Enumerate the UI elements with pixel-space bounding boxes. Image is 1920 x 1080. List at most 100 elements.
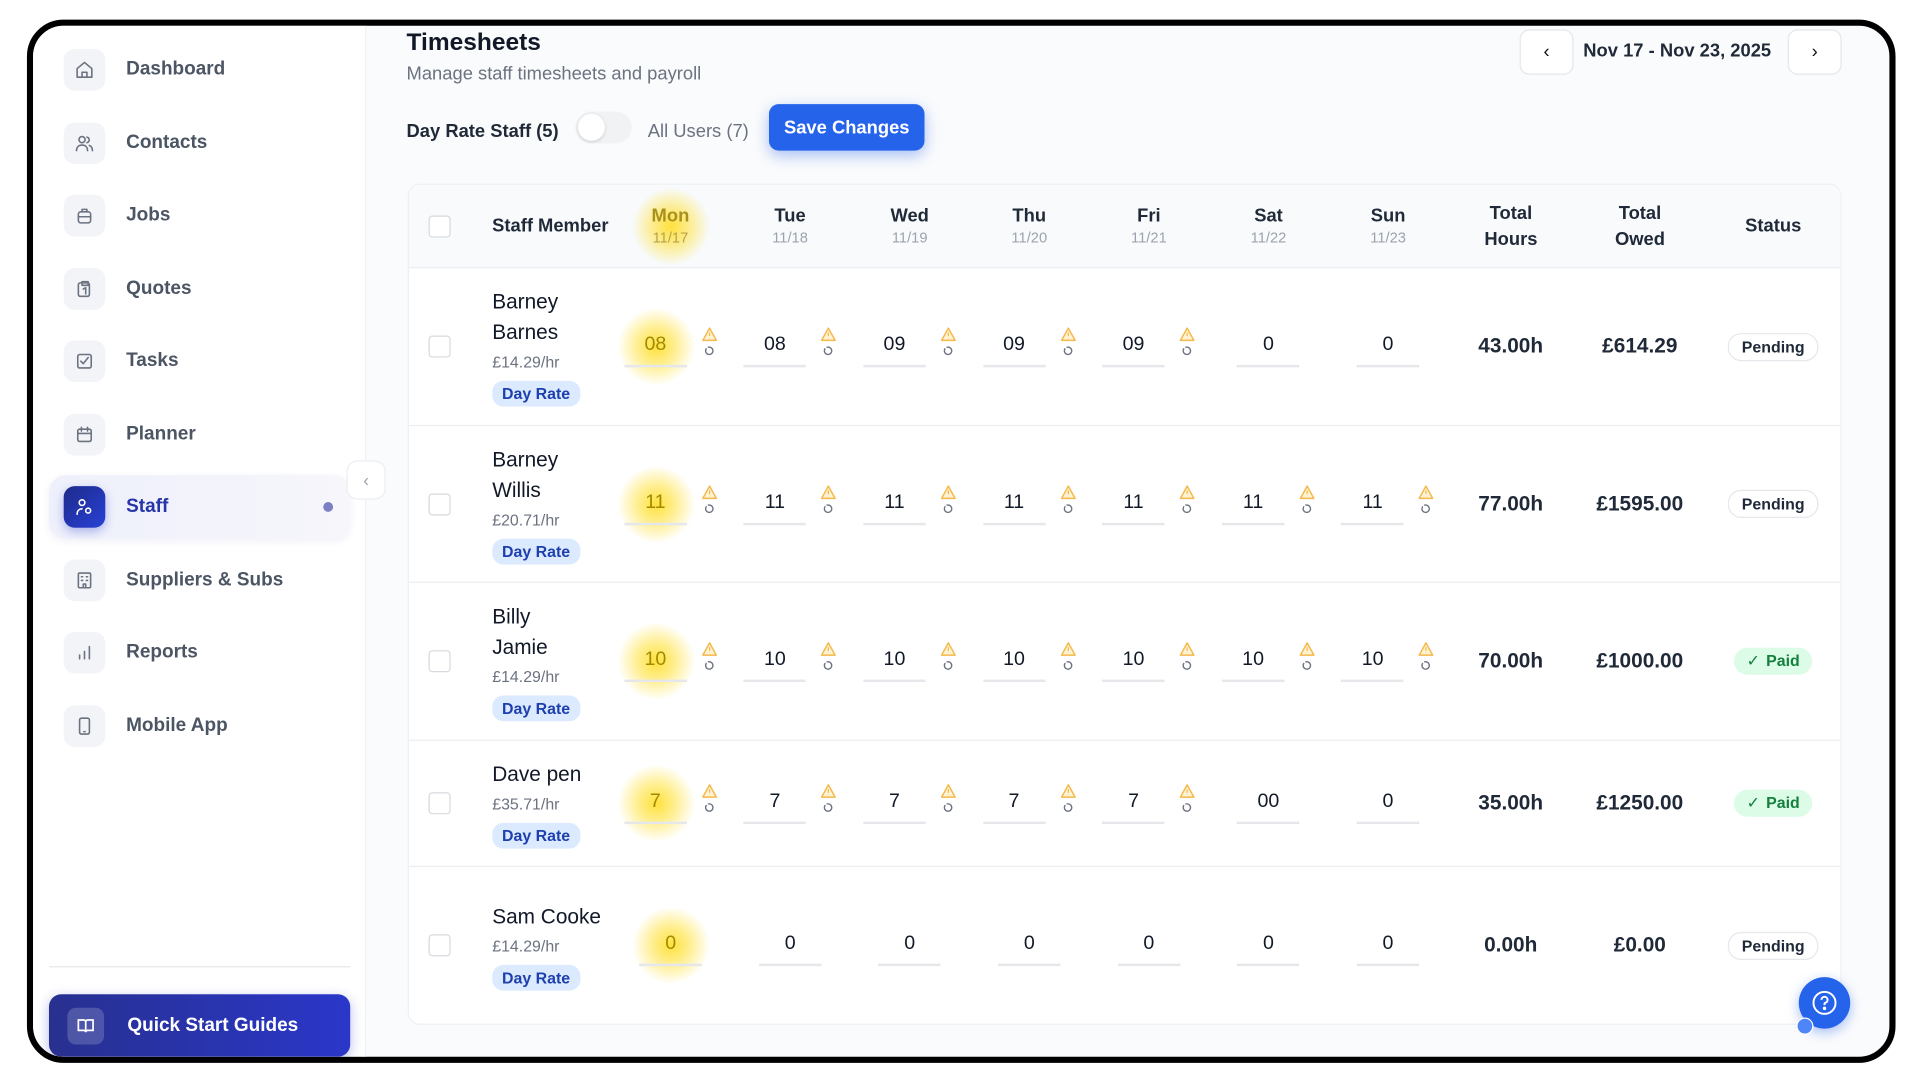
reset-icon[interactable] — [1062, 503, 1073, 514]
sidebar-item-dashboard[interactable]: Dashboard — [49, 38, 350, 102]
sidebar-item-label: Dashboard — [126, 58, 226, 80]
hours-input-sat[interactable] — [1237, 325, 1300, 368]
hours-input-thu[interactable] — [982, 782, 1046, 825]
next-week-button[interactable]: › — [1787, 29, 1842, 75]
reset-icon[interactable] — [704, 503, 715, 514]
hours-input-sun[interactable] — [1356, 325, 1420, 368]
all-users-label[interactable]: All Users (7) — [647, 121, 749, 143]
reset-icon[interactable] — [1182, 503, 1193, 514]
reset-icon[interactable] — [1062, 660, 1073, 671]
day-rate-staff-label[interactable]: Day Rate Staff (5) — [406, 121, 559, 143]
hours-input-thu[interactable] — [982, 325, 1046, 368]
hours-input-thu[interactable] — [982, 640, 1046, 683]
reset-icon[interactable] — [943, 802, 954, 813]
sidebar-item-contacts[interactable]: Contacts — [49, 111, 350, 175]
hours-input-sat[interactable] — [1237, 782, 1300, 825]
reset-icon[interactable] — [943, 660, 954, 671]
reset-icon[interactable] — [1182, 802, 1193, 813]
hours-input-fri[interactable] — [1102, 640, 1165, 683]
hours-input-sat[interactable] — [1221, 640, 1285, 683]
sidebar-item-jobs[interactable]: Jobs — [49, 184, 350, 248]
sidebar-item-staff[interactable]: Staff — [48, 475, 351, 539]
hours-input-fri[interactable] — [1102, 483, 1165, 525]
reset-icon[interactable] — [823, 345, 834, 356]
hours-input-mon[interactable] — [624, 782, 687, 825]
hours-input-sun[interactable] — [1341, 640, 1404, 683]
hours-input-wed[interactable] — [863, 782, 926, 825]
hours-input-tue[interactable] — [758, 924, 822, 967]
hours-input-fri[interactable] — [1102, 782, 1165, 825]
reset-icon[interactable] — [823, 660, 834, 671]
sidebar-item-quotes[interactable]: Quotes — [49, 257, 350, 321]
hours-input-thu[interactable] — [998, 924, 1061, 967]
staff-name[interactable]: Billy Jamie — [492, 604, 548, 659]
reset-icon[interactable] — [1301, 503, 1312, 514]
staff-filter-toggle[interactable] — [575, 111, 632, 144]
previous-week-button[interactable]: ‹ — [1519, 29, 1574, 75]
select-all-checkbox[interactable] — [428, 214, 451, 237]
hours-input-fri[interactable] — [1117, 924, 1181, 967]
reset-icon[interactable] — [1062, 802, 1073, 813]
staff-name[interactable]: Barney Willis — [492, 447, 559, 502]
status-badge[interactable]: Pending — [1728, 489, 1819, 518]
hours-input-tue[interactable] — [743, 782, 807, 825]
hours-input-wed[interactable] — [878, 924, 941, 967]
hours-input-fri[interactable] — [1102, 325, 1165, 368]
sidebar-item-suppliers-subs[interactable]: Suppliers & Subs — [49, 548, 350, 612]
reset-icon[interactable] — [704, 660, 715, 671]
reset-icon[interactable] — [1301, 660, 1312, 671]
status-badge[interactable]: ✓ Paid — [1734, 789, 1812, 817]
row-checkbox[interactable] — [428, 492, 451, 515]
drag-handle-icon[interactable] — [1796, 1017, 1814, 1035]
hours-input-sat[interactable] — [1221, 483, 1285, 525]
quick-start-guides-button[interactable]: Quick Start Guides — [48, 994, 351, 1057]
staff-name[interactable]: Dave pen — [492, 762, 582, 786]
hours-input-sun[interactable] — [1341, 483, 1404, 525]
hours-input-tue[interactable] — [743, 640, 807, 683]
reset-icon[interactable] — [943, 345, 954, 356]
day-cell — [730, 325, 850, 368]
hours-input-tue[interactable] — [743, 483, 807, 525]
reset-icon[interactable] — [1421, 503, 1432, 514]
status-badge[interactable]: Pending — [1728, 931, 1819, 960]
row-checkbox[interactable] — [428, 650, 451, 673]
hours-input-mon[interactable] — [624, 325, 687, 368]
reset-icon[interactable] — [704, 802, 715, 813]
sidebar-item-tasks[interactable]: Tasks — [49, 329, 350, 393]
reset-icon[interactable] — [1182, 345, 1193, 356]
reset-icon[interactable] — [1182, 660, 1193, 671]
staff-name[interactable]: Sam Cooke — [492, 904, 601, 928]
warning-icon — [1060, 784, 1076, 798]
row-checkbox[interactable] — [428, 934, 451, 957]
hours-input-sun[interactable] — [1356, 924, 1420, 967]
status-badge[interactable]: Pending — [1728, 332, 1819, 361]
sidebar-item-planner[interactable]: Planner — [49, 402, 350, 466]
reset-icon[interactable] — [1062, 345, 1073, 356]
row-checkbox[interactable] — [428, 792, 451, 815]
save-changes-button[interactable]: Save Changes — [768, 104, 925, 151]
hours-input-thu[interactable] — [982, 483, 1046, 525]
header-day-thu: Thu 11/20 — [969, 206, 1089, 246]
hours-input-tue[interactable] — [743, 325, 807, 368]
hours-input-sat[interactable] — [1237, 924, 1300, 967]
reset-icon[interactable] — [943, 503, 954, 514]
reset-icon[interactable] — [704, 345, 715, 356]
hours-input-sun[interactable] — [1356, 782, 1420, 825]
hours-input-mon[interactable] — [624, 640, 687, 683]
staff-name[interactable]: Barney Barnes — [492, 290, 559, 345]
row-checkbox[interactable] — [428, 335, 451, 358]
reset-icon[interactable] — [1421, 660, 1432, 671]
reset-icon[interactable] — [823, 802, 834, 813]
status-badge[interactable]: ✓ Paid — [1734, 647, 1812, 675]
hours-input-mon[interactable] — [639, 924, 702, 967]
collapse-sidebar-button[interactable]: ‹ — [346, 460, 386, 500]
hours-input-wed[interactable] — [863, 640, 926, 683]
sidebar-item-mobile-app[interactable]: Mobile App — [49, 694, 350, 758]
hours-input-mon[interactable] — [624, 483, 687, 525]
sidebar-item-reports[interactable]: Reports — [49, 621, 350, 685]
day-cell — [970, 640, 1090, 683]
hours-input-wed[interactable] — [863, 483, 926, 525]
reset-icon[interactable] — [823, 503, 834, 514]
chevron-left-icon: ‹ — [363, 470, 369, 490]
hours-input-wed[interactable] — [863, 325, 926, 368]
